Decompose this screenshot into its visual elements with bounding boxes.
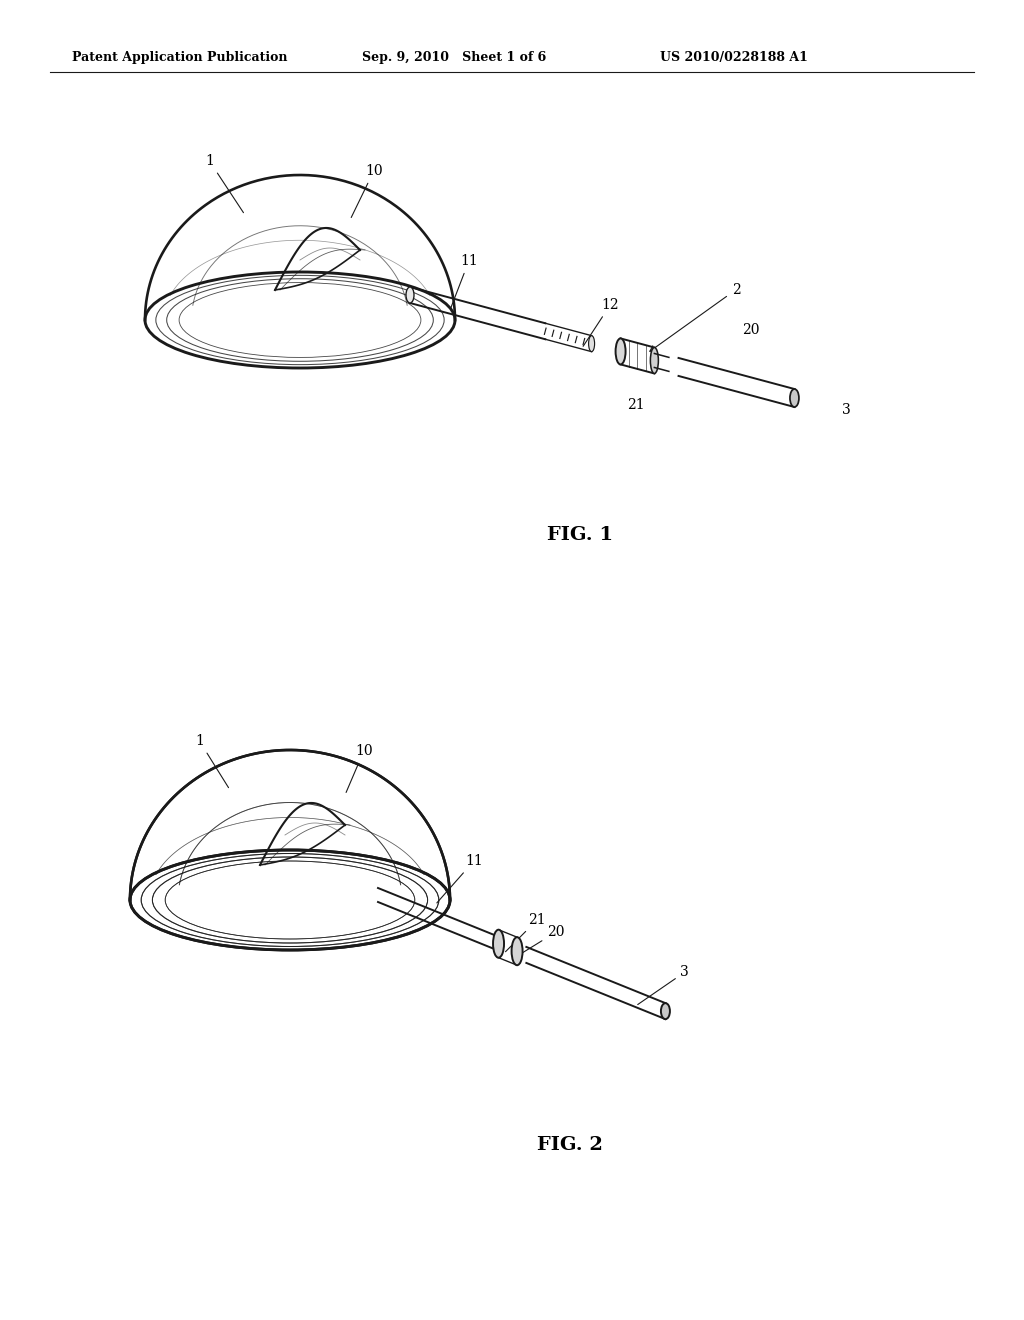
Ellipse shape <box>660 1003 670 1019</box>
Text: 2: 2 <box>650 282 740 351</box>
Text: Patent Application Publication: Patent Application Publication <box>72 51 288 65</box>
Ellipse shape <box>406 286 414 304</box>
Ellipse shape <box>512 937 522 965</box>
Text: 21: 21 <box>506 912 546 952</box>
Text: FIG. 1: FIG. 1 <box>547 525 613 544</box>
Text: 21: 21 <box>627 397 644 412</box>
Text: 3: 3 <box>638 965 689 1005</box>
Ellipse shape <box>493 929 504 958</box>
Ellipse shape <box>589 335 595 351</box>
Ellipse shape <box>790 389 799 407</box>
Text: 1: 1 <box>195 734 228 788</box>
Text: US 2010/0228188 A1: US 2010/0228188 A1 <box>660 51 808 65</box>
Text: 20: 20 <box>514 925 564 958</box>
Ellipse shape <box>615 338 626 364</box>
Text: Sep. 9, 2010   Sheet 1 of 6: Sep. 9, 2010 Sheet 1 of 6 <box>362 51 546 65</box>
Text: 11: 11 <box>451 253 478 308</box>
Text: 10: 10 <box>346 744 373 792</box>
Text: FIG. 2: FIG. 2 <box>537 1137 603 1154</box>
Ellipse shape <box>650 347 658 374</box>
Text: 11: 11 <box>437 854 482 903</box>
Text: 10: 10 <box>351 164 383 218</box>
Text: 1: 1 <box>205 154 244 213</box>
Text: 3: 3 <box>842 403 850 417</box>
Text: 20: 20 <box>741 322 759 337</box>
Text: 12: 12 <box>583 297 620 346</box>
